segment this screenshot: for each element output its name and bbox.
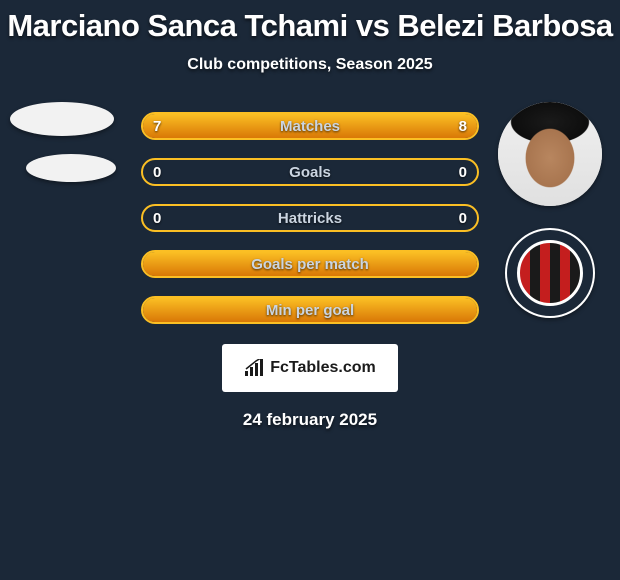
bar-label: Goals per match	[251, 256, 369, 273]
bar-value-left: 7	[153, 118, 161, 135]
bar-label: Goals	[289, 164, 331, 181]
bar-value-right: 0	[459, 210, 467, 227]
bar-value-left: 0	[153, 164, 161, 181]
club-badge-stripes-icon	[517, 240, 583, 306]
brand-box: FcTables.com	[222, 344, 398, 392]
stat-bar: 0 Goals 0	[141, 158, 479, 186]
stat-bar: 0 Hattricks 0	[141, 204, 479, 232]
right-player-column	[498, 102, 602, 318]
bar-value-right: 8	[459, 118, 467, 135]
player1-avatar-placeholder	[10, 102, 114, 136]
subtitle: Club competitions, Season 2025	[0, 56, 620, 74]
brand-chart-icon	[244, 359, 266, 377]
bar-label: Matches	[280, 118, 340, 135]
player2-avatar	[498, 102, 602, 206]
comparison-content: 7 Matches 8 0 Goals 0 0 Hattricks 0 Goals per mat…	[0, 112, 620, 430]
bar-value-right: 0	[459, 164, 467, 181]
page-title: Marciano Sanca Tchami vs Belezi Barbosa	[0, 0, 620, 44]
stat-bar: Min per goal	[141, 296, 479, 324]
bar-label: Min per goal	[266, 302, 354, 319]
bar-fill-left	[143, 114, 300, 138]
player2-face-icon	[498, 102, 602, 206]
stat-bar: 7 Matches 8	[141, 112, 479, 140]
player1-club-placeholder	[26, 154, 116, 182]
bar-value-left: 0	[153, 210, 161, 227]
left-player-column	[8, 102, 116, 182]
date-label: 24 february 2025	[0, 410, 620, 430]
stat-bar: Goals per match	[141, 250, 479, 278]
player2-club-badge	[505, 228, 595, 318]
brand-text: FcTables.com	[270, 359, 376, 377]
stat-bars: 7 Matches 8 0 Goals 0 0 Hattricks 0 Goals per mat…	[141, 112, 479, 324]
bar-label: Hattricks	[278, 210, 342, 227]
